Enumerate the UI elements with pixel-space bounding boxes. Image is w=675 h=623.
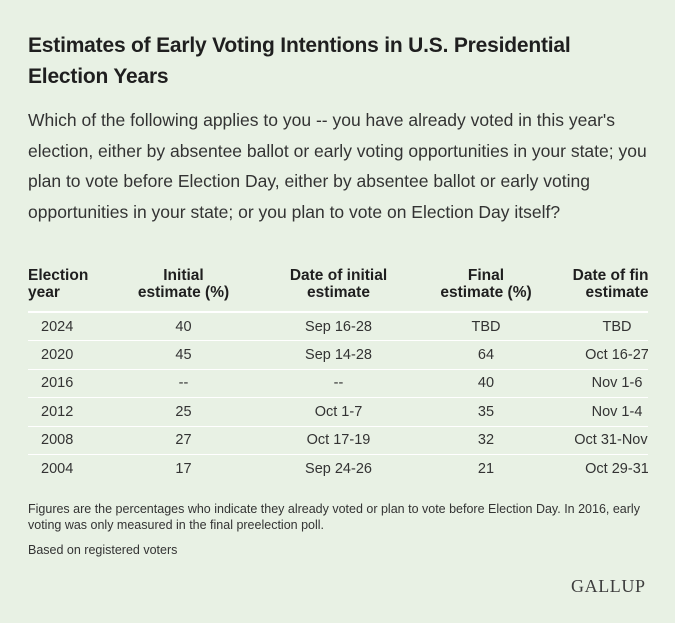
cell-election-year: 2016 [28, 369, 106, 398]
table-header-row: Election year Initial estimate (%) Date … [28, 264, 648, 313]
header-line: Election [28, 267, 89, 284]
table-row: 2008 27 Oct 17-19 32 Oct 31-Nov 2 [28, 426, 648, 455]
cell-election-year: 2004 [41, 461, 74, 477]
table-row: 2012 25 Oct 1-7 35 Nov 1-4 [28, 397, 648, 427]
page-title: Estimates of Early Voting Intentions in … [28, 34, 571, 88]
sample-basis-note: Based on registered voters [28, 543, 178, 557]
cell-initial-estimate: -- [106, 369, 261, 398]
cell-initial-date: Sep 16-28 [261, 312, 416, 341]
header-line: estimate (%) [137, 284, 230, 301]
cell-initial-date: Sep 24-26 [305, 461, 372, 477]
table-row: 2024 40 Sep 16-28 TBD TBD [28, 312, 648, 341]
cell-final-estimate: 21 [477, 461, 495, 477]
header-line: year [28, 284, 60, 301]
cell-final-estimate: TBD [416, 312, 556, 341]
cell-final-date: Oct 31-Nov 2 [556, 426, 648, 455]
cell-final-date: Oct 16-27 [556, 340, 648, 370]
gallup-logo: GALLUP [571, 576, 646, 596]
survey-question: Which of the following applies to you --… [28, 110, 647, 222]
header-line: estimate [585, 284, 648, 301]
cell-initial-estimate: 40 [106, 312, 261, 341]
header-date-of-initial-estimate: Date of initial estimate [261, 264, 416, 313]
cell-final-estimate: 35 [416, 397, 556, 427]
header-line: estimate [307, 284, 370, 301]
header-final-estimate: Final estimate (%) [416, 264, 556, 313]
table-container: Election year Initial estimate (%) Date … [28, 264, 648, 486]
cell-final-date: Nov 1-6 [556, 369, 648, 398]
footnote: Figures are the percentages who indicate… [28, 502, 640, 532]
cell-initial-estimate: 17 [175, 461, 192, 477]
header-line: Date of initial [289, 267, 388, 284]
cell-final-estimate: 40 [416, 369, 556, 398]
header-line: estimate (%) [440, 284, 532, 301]
table-row: 2016 -- -- 40 Nov 1-6 [28, 369, 648, 398]
cell-election-year: 2008 [28, 426, 106, 455]
cell-final-date: Oct 29-31 [585, 461, 648, 477]
header-line: Final [467, 267, 505, 284]
cell-final-date: TBD [556, 312, 648, 341]
cell-initial-date: Oct 1-7 [261, 397, 416, 427]
cell-initial-date: -- [261, 369, 416, 398]
cell-election-year: 2012 [28, 397, 106, 427]
cell-final-estimate: 32 [416, 426, 556, 455]
header-election-year: Election year [28, 264, 106, 313]
cell-initial-estimate: 45 [106, 340, 261, 370]
cell-election-year: 2020 [28, 340, 106, 370]
header-initial-estimate: Initial estimate (%) [106, 264, 261, 313]
cell-election-year: 2024 [28, 312, 106, 341]
table-row: 2004 17 Sep 24-26 21 Oct 29-31 [28, 455, 648, 484]
cell-initial-date: Oct 17-19 [261, 426, 416, 455]
cell-initial-estimate: 27 [106, 426, 261, 455]
early-voting-table: Election year Initial estimate (%) Date … [28, 264, 648, 483]
cell-final-estimate: 64 [416, 340, 556, 370]
cell-initial-estimate: 25 [106, 397, 261, 427]
header-date-of-final-estimate: Date of final estimate [556, 264, 648, 313]
table-row: 2020 45 Sep 14-28 64 Oct 16-27 [28, 340, 648, 370]
cell-final-date: Nov 1-4 [556, 397, 648, 427]
header-line: Date of final [572, 267, 648, 284]
cell-initial-date: Sep 14-28 [261, 340, 416, 370]
header-line: Initial [163, 267, 204, 284]
